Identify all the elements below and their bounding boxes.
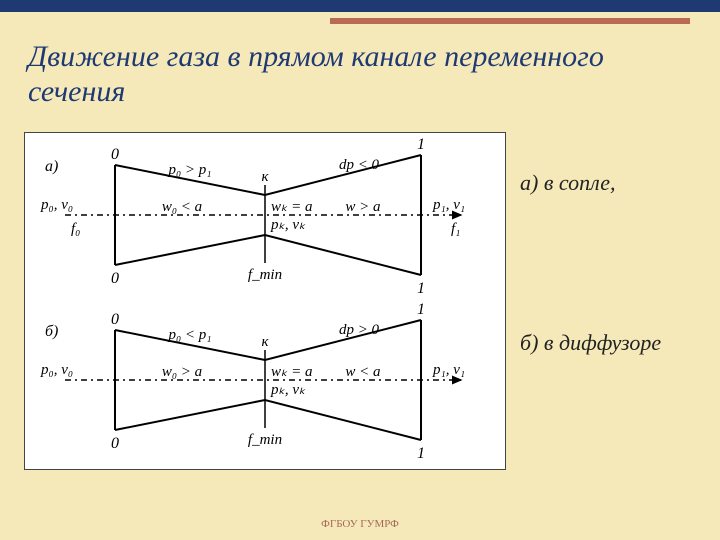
- svg-text:p₁, v₁: p₁, v₁: [432, 197, 465, 213]
- svg-text:w < a: w < a: [345, 364, 380, 380]
- svg-text:w₀ > a: w₀ > a: [162, 364, 202, 380]
- topbar-stripe: [0, 0, 720, 12]
- svg-text:wₖ = a: wₖ = a: [271, 199, 313, 215]
- svg-text:к: к: [261, 169, 269, 185]
- svg-text:1: 1: [417, 136, 425, 153]
- svg-text:б): б): [45, 323, 58, 340]
- footer-credit: ФГБОУ ГУМРФ: [0, 518, 720, 530]
- svg-text:0: 0: [111, 311, 119, 328]
- svg-text:w₀ < a: w₀ < a: [162, 199, 202, 215]
- svg-text:f_min: f_min: [248, 432, 282, 448]
- topbar-accent: [330, 18, 690, 24]
- caption-b: б) в диффузоре: [520, 330, 661, 356]
- svg-text:1: 1: [417, 280, 425, 297]
- svg-text:0: 0: [111, 435, 119, 452]
- svg-text:p₀, v₀: p₀, v₀: [40, 197, 73, 213]
- svg-text:p₀ > p₁: p₀ > p₁: [167, 162, 211, 178]
- svg-text:к: к: [261, 334, 269, 350]
- svg-text:p₀, v₀: p₀, v₀: [40, 362, 73, 378]
- svg-text:f₀: f₀: [71, 221, 80, 237]
- svg-text:wₖ = a: wₖ = a: [271, 364, 313, 380]
- top-bar: [0, 0, 720, 26]
- svg-text:0: 0: [111, 270, 119, 287]
- svg-text:0: 0: [111, 146, 119, 163]
- svg-text:p₁, v₁: p₁, v₁: [432, 362, 465, 378]
- svg-text:1: 1: [417, 301, 425, 318]
- svg-text:а): а): [45, 158, 58, 175]
- svg-text:w > a: w > a: [345, 199, 380, 215]
- svg-text:dp > 0: dp > 0: [339, 322, 380, 338]
- svg-text:f_min: f_min: [248, 267, 282, 283]
- svg-text:pₖ, vₖ: pₖ, vₖ: [270, 217, 306, 233]
- svg-text:p₀ < p₁: p₀ < p₁: [167, 327, 211, 343]
- svg-text:dp < 0: dp < 0: [339, 157, 380, 173]
- diagram-figure: 0 0 1 1 к а) p₀, v₀ f₀ p₁, v₁ f₁ p₀ > p₁ dp < 0 w₀ <…: [24, 132, 506, 470]
- svg-text:1: 1: [417, 445, 425, 462]
- svg-text:f₁: f₁: [451, 221, 460, 237]
- slide-title: Движение газа в прямом канале переменног…: [28, 40, 700, 109]
- diagram-svg: 0 0 1 1 к а) p₀, v₀ f₀ p₁, v₁ f₁ p₀ > p₁ dp < 0 w₀ <…: [25, 133, 505, 469]
- caption-a: а) в сопле,: [520, 170, 616, 196]
- svg-text:pₖ, vₖ: pₖ, vₖ: [270, 382, 306, 398]
